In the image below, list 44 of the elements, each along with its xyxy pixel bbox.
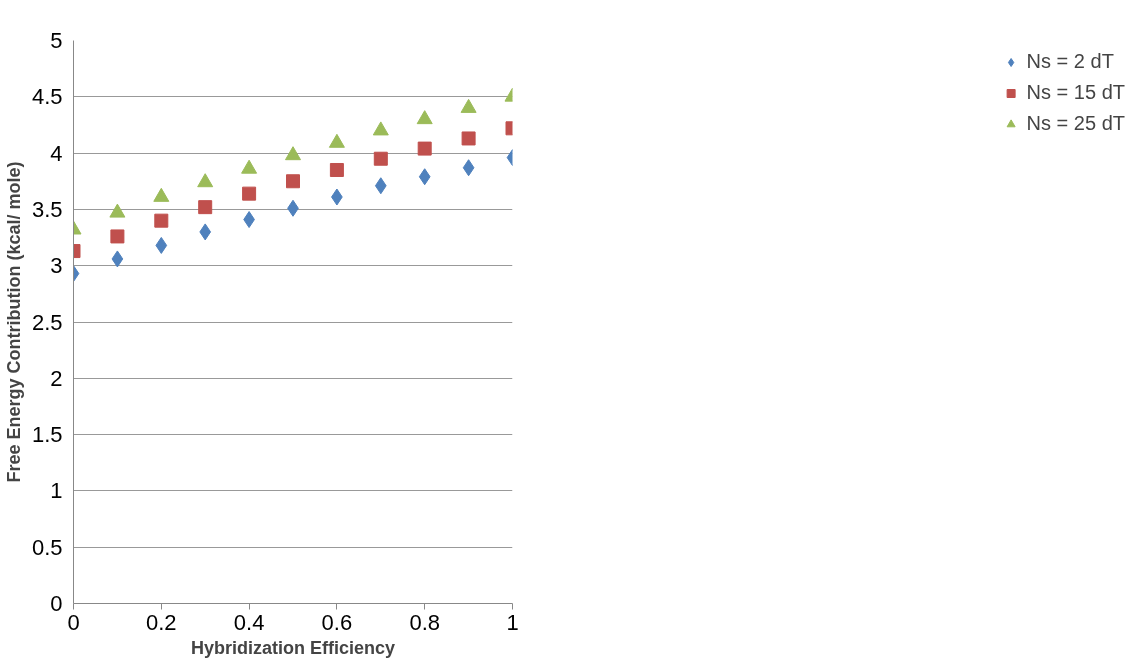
point	[418, 168, 431, 186]
y-tick-label: 5	[50, 28, 63, 53]
point	[154, 213, 169, 228]
x-tick-label: 0.2	[146, 609, 177, 635]
point	[372, 121, 389, 136]
point	[285, 146, 301, 161]
point	[374, 177, 387, 195]
y-tick-label: 0.5	[31, 534, 63, 560]
point	[373, 151, 388, 166]
y-tick-label: 1	[50, 478, 63, 504]
y-tick-label: 0	[50, 591, 63, 616]
legend-label: Ns = 2 dT	[1026, 50, 1114, 73]
point	[462, 159, 475, 177]
legend-label: Ns = 25 dT	[1026, 112, 1125, 135]
point	[111, 250, 124, 268]
point	[110, 229, 125, 244]
point	[286, 174, 300, 189]
y-tick-label: 3	[50, 253, 63, 279]
point	[329, 162, 344, 177]
x-tick-label: 0.4	[233, 609, 265, 635]
point	[198, 200, 213, 215]
y-tick-label: 4	[50, 140, 63, 166]
y-tick-label: 1.5	[31, 422, 63, 448]
point	[197, 173, 214, 188]
x-tick-label: 0.6	[321, 609, 353, 635]
x-tick-label: 0.8	[409, 609, 440, 635]
point	[155, 236, 168, 254]
point	[328, 133, 345, 148]
point	[416, 110, 433, 125]
point	[417, 141, 432, 156]
point	[461, 131, 476, 146]
x-axis-title: Hybridization Efficiency	[190, 637, 396, 658]
point	[241, 159, 258, 174]
x-tick-label: 1	[506, 609, 519, 635]
y-tick-label: 3.5	[31, 196, 63, 222]
point	[460, 98, 477, 113]
point	[199, 223, 212, 241]
y-axis-title: Free Energy Contribution (kcal/ mole)	[3, 161, 24, 483]
y-tick-label: 4.5	[31, 84, 63, 110]
legend-label: Ns = 15 dT	[1026, 81, 1125, 104]
point	[242, 186, 257, 201]
y-tick-label: 2	[50, 365, 63, 391]
x-tick-label: 0	[67, 609, 80, 635]
y-tick-label: 2.5	[31, 309, 63, 335]
